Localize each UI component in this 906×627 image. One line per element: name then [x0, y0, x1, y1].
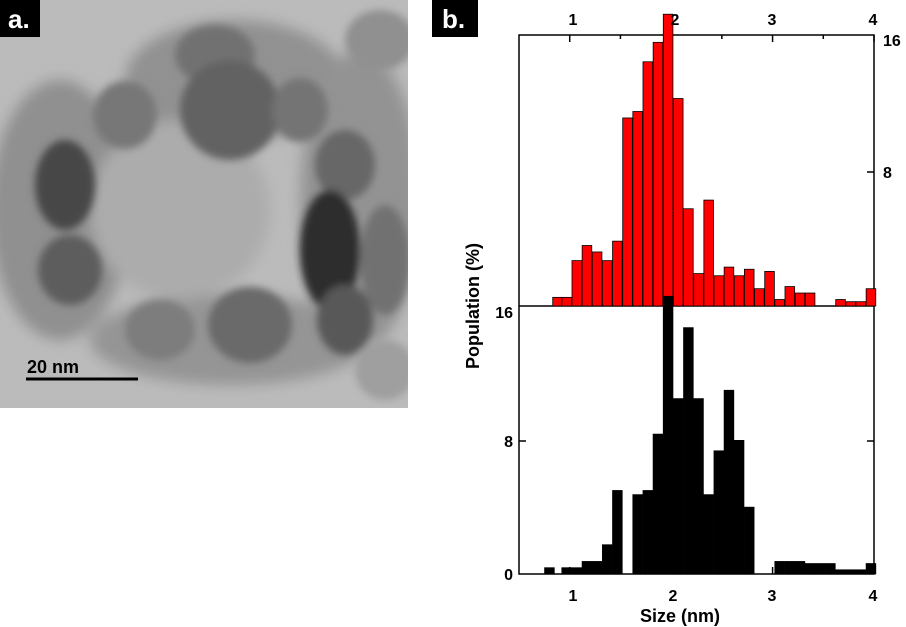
black-bar	[733, 439, 745, 575]
black-bar	[713, 450, 725, 575]
red-bar	[693, 273, 704, 307]
top-tick-label-3: 3	[768, 12, 777, 29]
black-bar	[794, 561, 806, 575]
red-bar	[642, 61, 654, 307]
black-bar	[693, 398, 704, 575]
black-bar	[673, 398, 684, 575]
bottom-tick-label-2: 2	[669, 588, 678, 605]
black-bar	[642, 490, 654, 575]
black-bar	[581, 561, 593, 575]
top-tick-label-4: 4	[869, 12, 878, 29]
red-bar	[561, 296, 572, 307]
right-tick-label-8: 8	[883, 165, 892, 182]
black-bar	[825, 563, 836, 575]
red-bar	[632, 111, 643, 307]
y-axis-title: Population (%)	[463, 243, 483, 369]
black-histogram	[544, 295, 877, 575]
red-bar	[662, 13, 674, 307]
scale-bar-label: 20 nm	[27, 357, 79, 377]
black-bar	[855, 569, 867, 575]
black-bar	[602, 544, 613, 575]
black-bar	[683, 327, 694, 575]
black-bar	[662, 295, 674, 575]
red-bar	[774, 299, 785, 307]
bottom-tick-label-3: 3	[768, 588, 777, 605]
black-bar	[561, 567, 572, 575]
red-bar	[703, 199, 714, 307]
red-bar	[723, 266, 735, 307]
black-bar	[815, 563, 826, 575]
black-bar	[845, 569, 856, 575]
black-bar	[652, 433, 664, 575]
red-bar	[612, 240, 623, 307]
black-bar	[804, 563, 816, 575]
red-bar	[754, 288, 765, 307]
red-bar	[591, 251, 603, 307]
black-bar	[865, 563, 877, 575]
red-bar	[602, 260, 613, 307]
red-bar	[855, 301, 867, 307]
left-tick-label-16: 16	[495, 305, 513, 322]
red-bar	[552, 296, 563, 307]
panel-label-a: a.	[0, 0, 40, 37]
red-bar	[764, 271, 775, 307]
red-bar	[683, 208, 694, 307]
red-bar	[622, 117, 633, 307]
bottom-tick-label-4: 4	[869, 588, 878, 605]
black-bar	[744, 506, 755, 575]
black-bar	[591, 561, 603, 575]
tem-micrograph: 20 nm	[0, 0, 408, 408]
red-bar	[845, 301, 856, 307]
black-bar	[723, 389, 735, 575]
black-bar	[571, 567, 583, 575]
red-bar	[744, 268, 755, 307]
red-bar	[713, 275, 725, 307]
black-bar	[544, 567, 555, 575]
left-tick-label-8: 8	[504, 434, 513, 451]
red-bar	[581, 245, 593, 307]
top-tick-label-1: 1	[569, 12, 578, 29]
black-bar	[632, 494, 643, 575]
red-bar	[804, 292, 816, 307]
red-bar	[835, 299, 846, 307]
red-bar	[571, 260, 583, 307]
red-histogram	[552, 13, 877, 307]
x-axis-title: Size (nm)	[640, 606, 720, 626]
black-bar	[774, 561, 785, 575]
red-bar	[794, 292, 806, 307]
top-tick-label-2: 2	[671, 12, 680, 29]
bottom-tick-label-1: 1	[569, 588, 578, 605]
red-bar	[652, 41, 664, 307]
red-bar	[784, 286, 796, 307]
red-bar	[733, 275, 745, 307]
right-tick-label-16: 16	[883, 33, 901, 50]
panel-label-b: b.	[432, 0, 478, 37]
black-bar	[612, 490, 623, 575]
red-bar	[865, 288, 877, 307]
left-tick-label-0: 0	[504, 567, 513, 584]
black-bar	[784, 561, 796, 575]
black-bar	[835, 569, 846, 575]
red-bar	[673, 98, 684, 307]
black-bar	[703, 494, 714, 575]
